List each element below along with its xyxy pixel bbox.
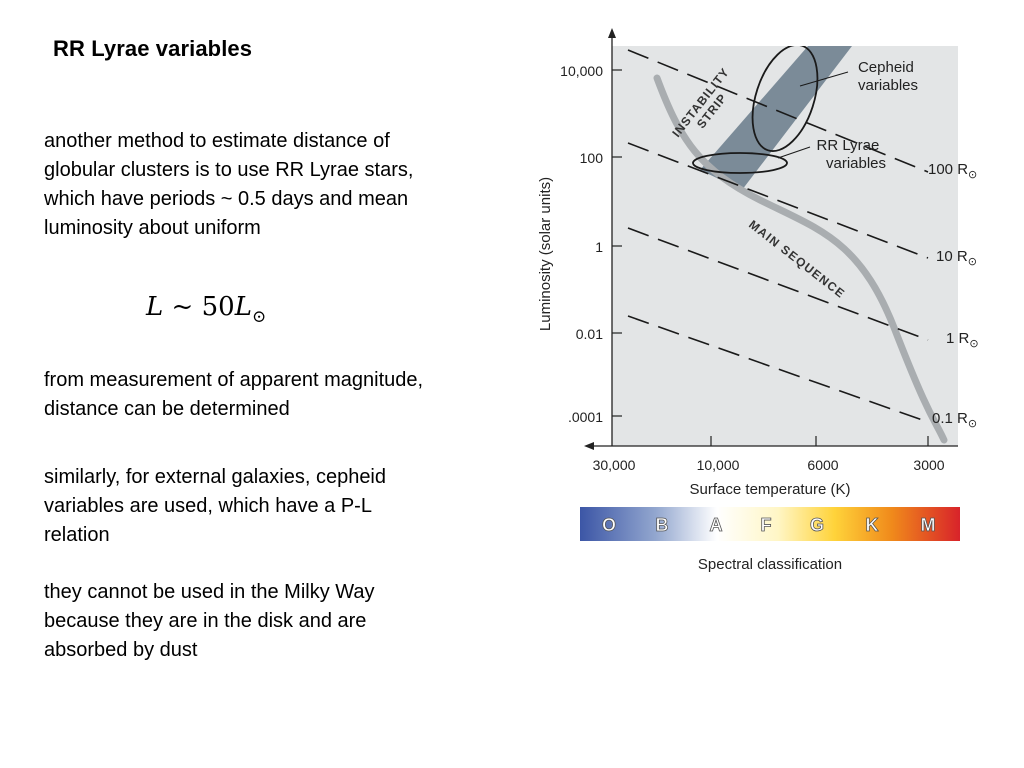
radius-label-10: 10 R⊙ <box>936 248 977 268</box>
x-tick-labels: 30,000 10,000 6000 3000 <box>593 457 945 473</box>
formula-relation: ~ <box>171 292 194 322</box>
cepheid-ellipse <box>751 46 819 152</box>
hr-diagram: INSTABILITY STRIP MAIN SEQUENCE Cepheid … <box>537 28 979 573</box>
x-ticks <box>710 436 929 446</box>
paragraph-cepheid-galaxies: similarly, for external galaxies, cephei… <box>44 466 387 546</box>
cepheid-label-line2: variables <box>858 77 918 94</box>
y-tick-label-0.0001: .0001 <box>568 409 603 425</box>
rr-lyrae-ellipse <box>692 152 788 174</box>
y-ticks <box>612 69 622 417</box>
radius-labels: 100 R⊙ 10 R⊙ 1 R⊙ 0.1 R⊙ <box>928 161 979 430</box>
spectral-class-a: A <box>710 515 723 535</box>
x-axis-label: Surface temperature (K) <box>690 481 851 498</box>
radius-label-100: 100 R⊙ <box>928 161 977 181</box>
x-axis-arrow <box>584 442 594 450</box>
spectral-class-m: M <box>921 515 936 535</box>
cepheid-label-line1: Cepheid <box>858 59 914 76</box>
y-tick-label-100: 100 <box>580 150 604 166</box>
formula-coefficient: 50 <box>201 292 235 322</box>
spectral-color-bar <box>580 507 960 541</box>
spectral-class-b: B <box>656 515 669 535</box>
x-tick-label-6000: 6000 <box>807 457 838 473</box>
paragraph-milky-way-dust: they cannot be used in the Milky Way bec… <box>44 581 375 661</box>
y-tick-labels: 10,000 100 1 0.01 .0001 <box>560 63 603 425</box>
spectral-class-g: G <box>810 515 824 535</box>
x-tick-label-10000: 10,000 <box>697 457 740 473</box>
spectral-class-letters: O B A F G K M <box>602 515 936 536</box>
y-tick-label-0.01: 0.01 <box>576 326 603 342</box>
spectral-class-k: K <box>866 515 879 535</box>
y-axis-arrow <box>608 28 616 38</box>
formula-subscript: ⊙ <box>251 307 267 327</box>
spectral-class-o: O <box>602 515 616 535</box>
spectral-class-f: F <box>761 515 772 535</box>
radius-line-100 <box>627 49 929 173</box>
y-axis-label: Luminosity (solar units) <box>537 177 554 331</box>
radius-line-0.1 <box>627 315 929 423</box>
luminosity-formula: L ~ 50L⊙ <box>146 292 266 327</box>
x-tick-label-30000: 30,000 <box>593 457 636 473</box>
radius-label-0.1: 0.1 R⊙ <box>932 410 977 430</box>
radius-line-10 <box>627 142 929 259</box>
cepheid-leader <box>799 71 849 87</box>
radius-lines <box>627 49 929 423</box>
rr-lyrae-label-line2: variables <box>826 155 886 172</box>
formula-symbol: L <box>234 292 252 322</box>
cepheid-label: Cepheid variables <box>858 59 918 94</box>
spectral-label: Spectral classification <box>698 556 842 573</box>
rr-lyrae-label-line1: RR Lyrae <box>817 137 880 154</box>
main-sequence-band <box>653 74 948 444</box>
paragraph-rr-lyrae-method: another method to estimate distance of g… <box>44 130 414 239</box>
rr-lyrae-label: RR Lyrae variables <box>817 137 887 172</box>
radius-line-1 <box>627 227 929 341</box>
x-tick-label-3000: 3000 <box>913 457 944 473</box>
rr-lyrae-leader <box>777 146 811 159</box>
radius-label-1: 1 R⊙ <box>946 330 979 350</box>
y-tick-label-10000: 10,000 <box>560 63 603 79</box>
slide-title: RR Lyrae variables <box>53 36 253 61</box>
formula-lhs: L <box>146 292 164 322</box>
y-tick-label-1: 1 <box>595 239 603 255</box>
paragraph-apparent-magnitude: from measurement of apparent magnitude, … <box>44 369 424 420</box>
